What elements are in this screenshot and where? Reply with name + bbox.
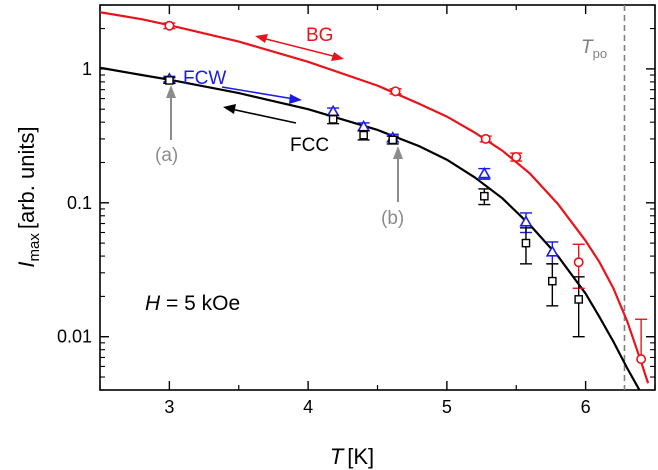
field-symbol: H (145, 292, 161, 315)
fcc-marker (165, 76, 174, 85)
bg-marker (573, 257, 584, 268)
bg-arrowhead-left (255, 34, 268, 43)
fcc-point (163, 76, 176, 85)
bg-marker (480, 133, 491, 144)
x-axis-title: T [K] (330, 444, 374, 469)
tpo-subscript: po (593, 46, 607, 61)
fcw-arrow (221, 86, 295, 100)
fcc-arrowhead (223, 104, 236, 114)
y-axis-title: Imax [arb. units] (14, 126, 43, 267)
point-a-label: (a) (155, 145, 178, 166)
tpo-label: Tpo (581, 37, 607, 61)
y-tick-label: 0.1 (67, 193, 92, 213)
fcc-marker (548, 276, 557, 286)
x-tick-label: 3 (164, 397, 174, 417)
plot-frame (99, 4, 656, 391)
fcc-marker (388, 135, 398, 145)
fcc-fit-curve (100, 66, 641, 390)
bg-point (479, 133, 492, 144)
fcc-label: FCC (290, 135, 329, 156)
bg-arrow (261, 37, 338, 58)
point-b-label: (b) (381, 208, 404, 229)
annotation-arrows (166, 34, 403, 202)
fcc-point (357, 130, 370, 141)
fcc-point (572, 276, 585, 338)
bg-point (163, 20, 176, 31)
x-axis-unit: [K] (347, 444, 374, 469)
data-points (162, 20, 648, 365)
point-a-arrowhead (166, 85, 176, 98)
y-tick-label: 0.01 (57, 327, 92, 347)
bg-point (572, 243, 585, 289)
x-axis-symbol: T (330, 444, 345, 469)
fcw-marker (519, 215, 533, 227)
y-axis-unit: [arb. units] (14, 126, 39, 229)
fcc-marker (328, 115, 338, 124)
bg-marker (164, 20, 175, 31)
field-label: H = 5 kOe (145, 292, 240, 315)
x-tick-label: 6 (581, 397, 591, 417)
fcc-point (546, 263, 559, 307)
fcc-point (519, 227, 532, 265)
fcw-point (477, 166, 491, 180)
bg-point (389, 86, 402, 97)
fcw-marker (477, 166, 491, 179)
fcc-point (386, 135, 399, 145)
y-axis-symbol: I (14, 261, 39, 267)
fcc-marker (574, 295, 583, 304)
bg-marker (390, 86, 401, 97)
y-tick-label: 1 (82, 59, 92, 79)
fcc-point (327, 114, 340, 125)
fcc-marker (480, 191, 489, 201)
point-b-arrowhead (393, 146, 403, 159)
bg-marker (636, 354, 647, 365)
bg-label: BG (306, 25, 333, 46)
tpo-symbol: T (581, 37, 594, 58)
x-tick-label: 4 (303, 397, 313, 417)
y-axis-subscript: max (26, 233, 43, 262)
plot-area (100, 5, 650, 390)
axis-ticks: 3 4 5 6 1 0.1 0.01 (57, 4, 656, 417)
fcw-point (326, 104, 340, 117)
fcc-arrow (230, 108, 297, 124)
x-tick-label: 5 (442, 397, 452, 417)
bg-arrowhead-right (331, 52, 344, 61)
fcc-marker (521, 238, 531, 248)
fcw-marker (545, 245, 559, 257)
bg-point (635, 318, 648, 365)
bg-point (510, 151, 523, 162)
fcw-arrowhead (289, 94, 302, 104)
field-value: = 5 kOe (160, 292, 240, 315)
bg-marker (511, 151, 522, 162)
fcc-marker (359, 130, 368, 140)
fcw-label: FCW (183, 68, 226, 89)
fcc-point (478, 188, 491, 206)
